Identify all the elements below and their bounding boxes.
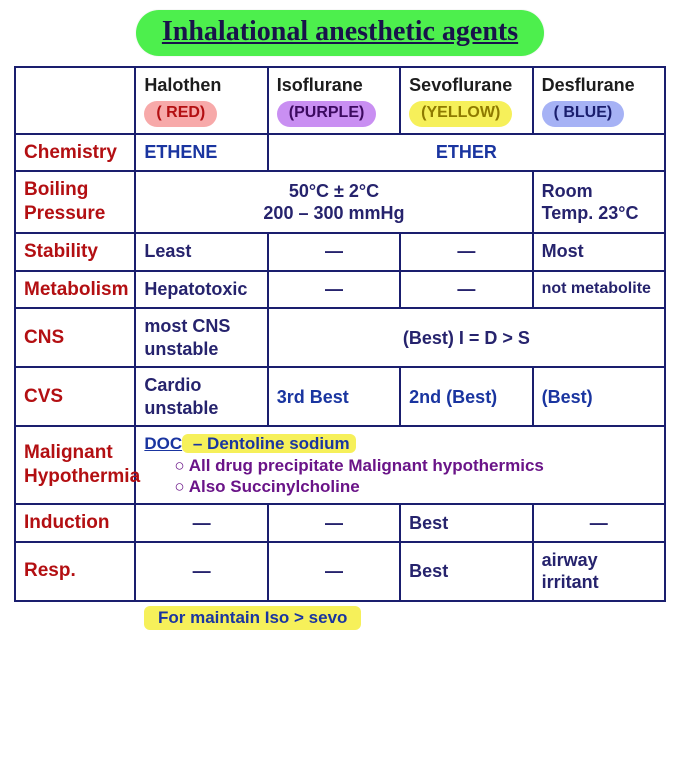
agent-name: Halothen: [144, 74, 258, 97]
cell: 2nd (Best): [400, 367, 532, 426]
agents-table: Halothen ( RED) Isoflurane (PURPLE) Sevo…: [14, 66, 666, 602]
footnote: For maintain Iso > sevo: [144, 606, 361, 630]
row-label: Induction: [15, 504, 135, 542]
cell: Cardio unstable: [135, 367, 267, 426]
row-cvs: CVS Cardio unstable 3rd Best 2nd (Best) …: [15, 367, 665, 426]
agent-tag-yellow: (YELLOW): [409, 101, 512, 127]
doc-drug: – Dentoline sodium: [182, 434, 356, 453]
row-chemistry: Chemistry ETHENE ETHER: [15, 134, 665, 172]
line: Cardio: [144, 374, 258, 397]
cell: ETHENE: [135, 134, 267, 172]
line: Temp. 23°C: [542, 202, 656, 225]
cell: (Best): [533, 367, 665, 426]
line: ○ Also Succinylcholine: [174, 476, 656, 497]
agent-name: Isoflurane: [277, 74, 391, 97]
row-induction: Induction — — Best —: [15, 504, 665, 542]
row-label: CNS: [15, 308, 135, 367]
col-sevoflurane: Sevoflurane (YELLOW): [400, 67, 532, 134]
cell: —: [268, 271, 400, 309]
doc-label: DOC: [144, 434, 182, 453]
cell: Room Temp. 23°C: [533, 171, 665, 233]
cell: Least: [135, 233, 267, 271]
cell-span: (Best) I = D > S: [268, 308, 665, 367]
line: 200 – 300 mmHg: [144, 202, 523, 225]
cell: —: [268, 542, 400, 601]
row-label: Chemistry: [15, 134, 135, 172]
line: irritant: [542, 571, 656, 594]
line: Room: [542, 180, 656, 203]
agent-tag-purple: (PURPLE): [277, 101, 377, 127]
row-label: Boiling Pressure: [15, 171, 135, 233]
row-label: CVS: [15, 367, 135, 426]
cell: Hepatotoxic: [135, 271, 267, 309]
cell: 3rd Best: [268, 367, 400, 426]
cell-span: ETHER: [268, 134, 665, 172]
cell: —: [135, 504, 267, 542]
agent-name: Desflurane: [542, 74, 656, 97]
row-label: Metabolism: [15, 271, 135, 309]
row-stability: Stability Least — — Most: [15, 233, 665, 271]
col-isoflurane: Isoflurane (PURPLE): [268, 67, 400, 134]
agent-name: Sevoflurane: [409, 74, 523, 97]
line: 50°C ± 2°C: [144, 180, 523, 203]
line: airway: [542, 549, 656, 572]
cell: —: [533, 504, 665, 542]
cell: —: [400, 233, 532, 271]
cell: Best: [400, 542, 532, 601]
row-resp: Resp. — — Best airway irritant: [15, 542, 665, 601]
agent-tag-blue: ( BLUE): [542, 101, 625, 127]
line: ○ All drug precipitate Malignant hypothe…: [174, 455, 656, 476]
cell-span: 50°C ± 2°C 200 – 300 mmHg: [135, 171, 532, 233]
row-malignant: Malignant Hypothermia DOC – Dentoline so…: [15, 426, 665, 504]
line: unstable: [144, 338, 258, 361]
col-desflurane: Desflurane ( BLUE): [533, 67, 665, 134]
row-label: Resp.: [15, 542, 135, 601]
page-title: Inhalational anesthetic agents: [136, 10, 544, 56]
header-row: Halothen ( RED) Isoflurane (PURPLE) Sevo…: [15, 67, 665, 134]
row-cns: CNS most CNS unstable (Best) I = D > S: [15, 308, 665, 367]
row-label: Malignant Hypothermia: [15, 426, 135, 504]
cell: Best: [400, 504, 532, 542]
cell: airway irritant: [533, 542, 665, 601]
cell: —: [268, 504, 400, 542]
cell: most CNS unstable: [135, 308, 267, 367]
cell: Most: [533, 233, 665, 271]
row-boiling: Boiling Pressure 50°C ± 2°C 200 – 300 mm…: [15, 171, 665, 233]
line: most CNS: [144, 315, 258, 338]
row-metabolism: Metabolism Hepatotoxic — — not metabolit…: [15, 271, 665, 309]
agent-tag-red: ( RED): [144, 101, 217, 127]
cell-span: DOC – Dentoline sodium ○ All drug precip…: [135, 426, 665, 504]
cell: —: [400, 271, 532, 309]
cell: not metabolite: [533, 271, 665, 309]
row-label: Stability: [15, 233, 135, 271]
col-halothen: Halothen ( RED): [135, 67, 267, 134]
cell: —: [268, 233, 400, 271]
cell: —: [135, 542, 267, 601]
line: unstable: [144, 397, 258, 420]
